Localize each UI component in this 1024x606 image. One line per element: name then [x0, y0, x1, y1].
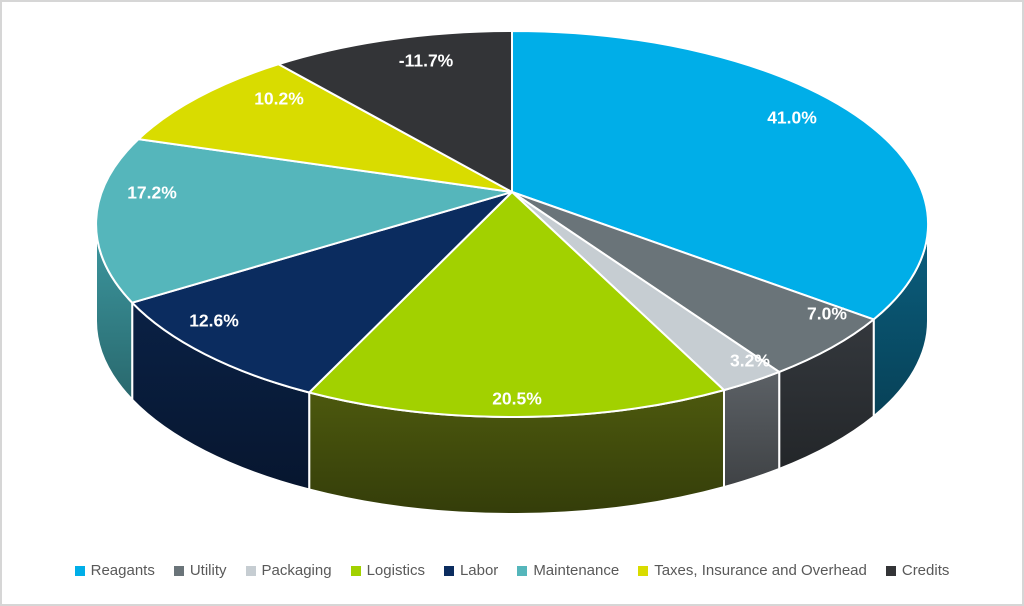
pie-slice-labor[interactable] — [131, 191, 513, 394]
pie-slice-utility[interactable] — [511, 191, 875, 373]
pie-3d-chart: 41.0% 7.0% 3.2% 20.5% 12.6% 17.2% 10.2% -11.7% — [95, 29, 930, 515]
legend-item-labor[interactable]: Labor — [443, 562, 499, 579]
legend-label-logistics: Logistics — [366, 562, 425, 579]
chart-legend: Reagants Utility Packaging Logistics Labor Ma… — [2, 562, 1022, 579]
data-label-credits: -11.7% — [399, 51, 454, 71]
legend-swatch-credits — [885, 565, 896, 576]
pie-slice-credits[interactable] — [277, 29, 513, 193]
legend-label-utility: Utility — [189, 562, 227, 579]
legend-label-maintenance: Maintenance — [533, 562, 620, 579]
pie-slice-side-packaging[interactable] — [723, 370, 781, 489]
legend-item-taxes-insurance-and-overhead[interactable]: Taxes, Insurance and Overhead — [638, 562, 867, 579]
pie-slice-taxes-insurance-and-overhead[interactable] — [137, 63, 513, 193]
legend-item-logistics[interactable]: Logistics — [350, 562, 425, 579]
legend-label-reagants: Reagants — [90, 562, 155, 579]
legend-swatch-reagants — [74, 565, 85, 576]
data-label-reagants: 41.0% — [767, 108, 817, 128]
pie-slice-logistics[interactable] — [308, 191, 725, 418]
data-label-utility: 7.0% — [807, 304, 847, 324]
legend-swatch-logistics — [350, 565, 361, 576]
legend-label-labor: Labor — [459, 562, 499, 579]
legend-swatch-utility — [173, 565, 184, 576]
pie-slice-maintenance[interactable] — [95, 138, 513, 304]
data-label-taxes-insurance-and-overhead: 10.2% — [254, 89, 304, 109]
legend-swatch-labor — [443, 565, 454, 576]
data-label-packaging: 3.2% — [730, 351, 770, 371]
legend-label-packaging: Packaging — [261, 562, 332, 579]
data-label-labor: 12.6% — [189, 311, 239, 331]
legend-swatch-taxes-insurance-and-overhead — [638, 565, 649, 576]
legend-item-utility[interactable]: Utility — [173, 562, 227, 579]
data-label-maintenance: 17.2% — [127, 183, 177, 203]
legend-item-maintenance[interactable]: Maintenance — [517, 562, 619, 579]
legend-item-reagants[interactable]: Reagants — [74, 562, 155, 579]
data-label-logistics: 20.5% — [492, 389, 542, 409]
legend-item-credits[interactable]: Credits — [885, 562, 950, 579]
legend-label-taxes-insurance-and-overhead: Taxes, Insurance and Overhead — [654, 562, 867, 579]
pie-slice-reagants[interactable] — [511, 30, 930, 321]
legend-swatch-packaging — [245, 565, 256, 576]
legend-label-credits: Credits — [901, 562, 950, 579]
legend-item-packaging[interactable]: Packaging — [245, 562, 332, 579]
legend-swatch-maintenance — [517, 565, 528, 576]
